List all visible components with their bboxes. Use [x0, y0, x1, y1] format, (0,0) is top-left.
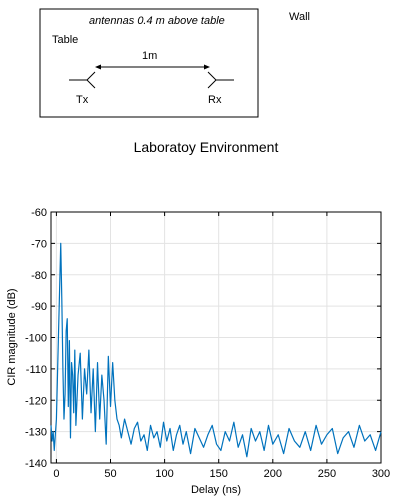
x-tick-labels: 0 50 100 150 200 250 300 [53, 468, 390, 480]
environment-diagram: antennas 0.4 m above table Wall Table 1m… [39, 8, 310, 155]
x-tick-label: 300 [372, 468, 390, 480]
y-tick-label: -140 [25, 458, 47, 470]
rx-antenna-icon [207, 71, 234, 89]
y-axis-label: CIR magnitude (dB) [6, 288, 18, 385]
chart-grid [51, 211, 382, 464]
y-tick-label: -110 [26, 364, 47, 376]
x-tick-label: 150 [210, 468, 228, 480]
height-annotation: antennas 0.4 m above table [89, 15, 225, 27]
table-label: Table [52, 34, 78, 46]
table-outline [39, 8, 259, 118]
y-tick-label: -60 [31, 207, 47, 219]
x-tick-label: 200 [264, 468, 282, 480]
x-tick-label: 250 [318, 468, 336, 480]
cir-series-line [50, 242, 382, 458]
caption: Laboratoy Environment [134, 139, 279, 155]
x-tick-label: 50 [104, 468, 116, 480]
distance-label: 1m [142, 50, 157, 62]
distance-arrow [95, 64, 210, 70]
wall-label: Wall [289, 11, 310, 23]
x-tick-label: 100 [155, 468, 173, 480]
x-tick-label: 0 [53, 468, 59, 480]
axis-ticks [51, 211, 382, 464]
tx-antenna-icon [69, 71, 96, 89]
y-tick-label: -80 [31, 270, 47, 282]
y-tick-labels: -60 -70 -80 -90 -100 -110 -120 -130 -140 [25, 207, 47, 470]
y-tick-label: -70 [31, 238, 47, 250]
tx-label: Tx [76, 94, 89, 106]
x-axis-label: Delay (ns) [191, 484, 241, 496]
y-tick-label: -130 [25, 427, 47, 439]
rx-label: Rx [208, 94, 222, 106]
y-tick-label: -120 [25, 395, 47, 407]
cir-chart: 0 50 100 150 200 250 300 -60-70-80-90-100-110-… [6, 207, 390, 496]
y-tick-label: -100 [25, 333, 47, 345]
y-tick-label: -90 [31, 301, 47, 313]
